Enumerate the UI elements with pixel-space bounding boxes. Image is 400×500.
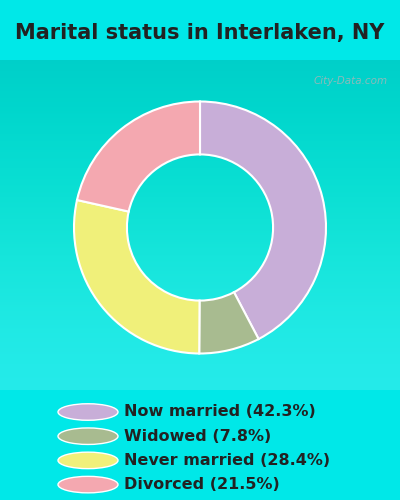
Wedge shape bbox=[199, 292, 259, 354]
Wedge shape bbox=[200, 102, 326, 339]
Text: Marital status in Interlaken, NY: Marital status in Interlaken, NY bbox=[15, 23, 385, 43]
Circle shape bbox=[58, 404, 118, 420]
Text: Divorced (21.5%): Divorced (21.5%) bbox=[124, 477, 280, 492]
Circle shape bbox=[58, 428, 118, 444]
Circle shape bbox=[58, 476, 118, 493]
Text: Widowed (7.8%): Widowed (7.8%) bbox=[124, 428, 271, 444]
Circle shape bbox=[58, 452, 118, 468]
Text: Now married (42.3%): Now married (42.3%) bbox=[124, 404, 316, 419]
Wedge shape bbox=[74, 200, 200, 354]
Text: Never married (28.4%): Never married (28.4%) bbox=[124, 453, 330, 468]
Wedge shape bbox=[77, 102, 200, 212]
Text: City-Data.com: City-Data.com bbox=[314, 76, 388, 86]
